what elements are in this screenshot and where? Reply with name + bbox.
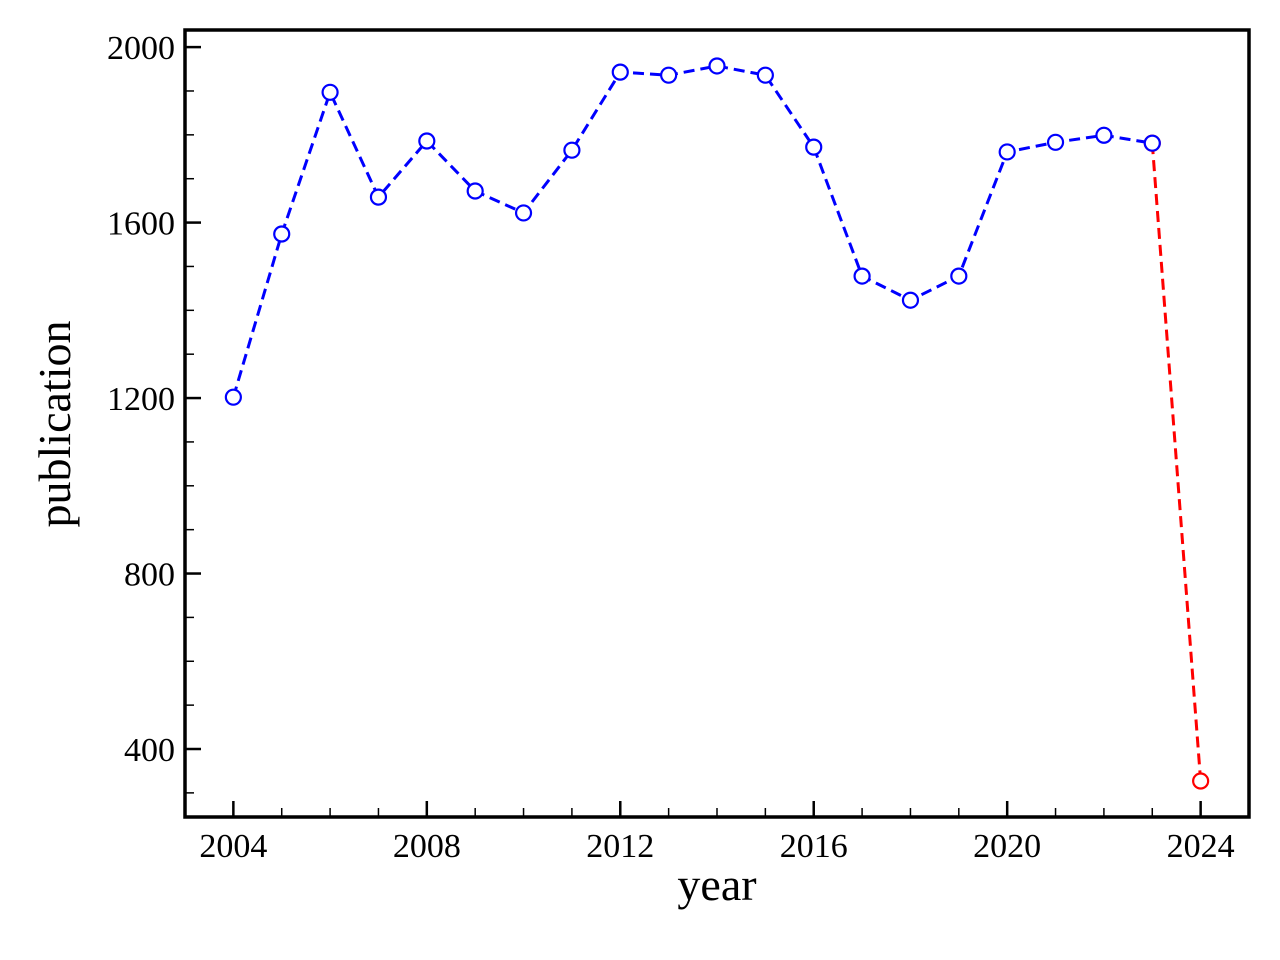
data-point: [660, 66, 678, 84]
y-tick-label: 1200: [107, 381, 175, 418]
data-point: [611, 63, 629, 81]
x-tick-label: 2012: [586, 828, 654, 865]
series-line: [1150, 143, 1203, 782]
data-point: [224, 388, 242, 406]
x-tick-label: 2004: [199, 828, 267, 865]
x-tick-label: 2020: [973, 828, 1041, 865]
data-point: [273, 225, 291, 243]
data-point: [950, 267, 968, 285]
y-tick-label: 2000: [107, 30, 175, 67]
data-point: [998, 143, 1016, 161]
data-point: [1192, 772, 1210, 790]
series-line: [231, 64, 1153, 398]
data-point: [321, 83, 339, 101]
data-point: [1143, 134, 1161, 152]
x-tick-label: 2024: [1167, 828, 1235, 865]
data-point: [418, 132, 436, 150]
data-point: [853, 267, 871, 285]
data-point: [369, 188, 388, 206]
data-point: [1095, 126, 1113, 144]
data-point: [514, 204, 533, 222]
y-axis-label: publication: [29, 321, 80, 528]
data-point: [708, 57, 726, 75]
y-tick-label: 800: [124, 557, 175, 594]
data-point: [756, 66, 774, 84]
y-tick-label: 1600: [107, 206, 175, 243]
data-point: [1046, 133, 1065, 151]
data-point: [466, 182, 484, 200]
data-point: [805, 138, 823, 156]
x-tick-label: 2008: [393, 828, 461, 865]
x-axis-label: year: [677, 859, 756, 910]
x-tick-label: 2016: [780, 828, 848, 865]
y-tick-label: 400: [124, 732, 175, 769]
data-point: [901, 291, 920, 309]
plot-frame: [183, 28, 1251, 819]
data-point: [563, 141, 581, 159]
